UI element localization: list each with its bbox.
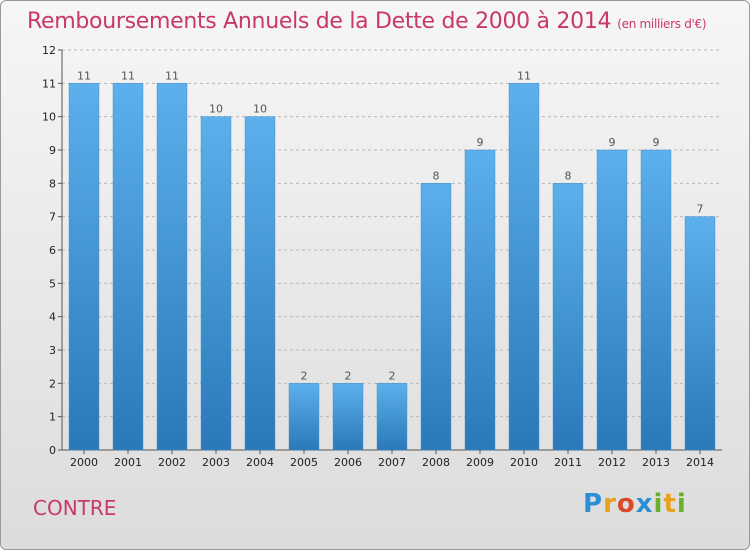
x-tick-label: 2005 bbox=[290, 456, 318, 469]
x-tick-label: 2000 bbox=[70, 456, 98, 469]
bar-value-label: 7 bbox=[697, 203, 704, 216]
bar-value-label: 9 bbox=[609, 136, 616, 149]
labels: 11 11 11 10 10 2 2 2 8 9 11 8 9 9 7 bbox=[77, 69, 704, 382]
bar-value-label: 8 bbox=[565, 169, 572, 182]
bar-value-label: 11 bbox=[77, 69, 91, 82]
y-tick-label: 11 bbox=[42, 77, 56, 90]
logo-letter: i bbox=[676, 489, 687, 519]
x-tick-label: 2008 bbox=[422, 456, 450, 469]
x-tick-label: 2010 bbox=[510, 456, 538, 469]
bar-value-label: 10 bbox=[253, 103, 267, 116]
bar-value-label: 11 bbox=[121, 69, 135, 82]
bar bbox=[640, 149, 672, 451]
x-tick-label: 2001 bbox=[114, 456, 142, 469]
x-tick-label: 2002 bbox=[158, 456, 186, 469]
bar-value-label: 9 bbox=[653, 136, 660, 149]
x-tick-label: 2013 bbox=[642, 456, 670, 469]
bar bbox=[508, 83, 540, 451]
y-tick-label: 5 bbox=[49, 277, 56, 290]
x-tick-label: 2009 bbox=[466, 456, 494, 469]
x-tick-label: 2003 bbox=[202, 456, 230, 469]
chart-unit: (en milliers d'€) bbox=[617, 17, 707, 31]
x-tick-label: 2011 bbox=[554, 456, 582, 469]
logo-letter: P bbox=[583, 489, 604, 519]
bar-value-label: 11 bbox=[517, 69, 531, 82]
bar-value-label: 2 bbox=[345, 369, 352, 382]
y-tick-label: 2 bbox=[49, 377, 56, 390]
bar bbox=[200, 116, 232, 451]
bar-value-label: 2 bbox=[389, 369, 396, 382]
x-tick-label: 2006 bbox=[334, 456, 362, 469]
y-tick-label: 0 bbox=[49, 444, 56, 457]
bar bbox=[596, 149, 628, 451]
bar-value-label: 2 bbox=[301, 369, 308, 382]
logo-letter: x bbox=[635, 489, 654, 519]
bar bbox=[68, 83, 100, 451]
chart-title: Remboursements Annuels de la Dette de 20… bbox=[27, 9, 707, 34]
chart-title-text: Remboursements Annuels de la Dette de 20… bbox=[27, 9, 612, 34]
bar bbox=[244, 116, 276, 451]
y-tick-label: 6 bbox=[49, 244, 56, 257]
y-tick-label: 12 bbox=[42, 44, 56, 57]
bar-value-label: 9 bbox=[477, 136, 484, 149]
y-tick-label: 9 bbox=[49, 144, 56, 157]
bar-value-label: 8 bbox=[433, 169, 440, 182]
y-tick-label: 3 bbox=[49, 344, 56, 357]
bar-value-label: 11 bbox=[165, 69, 179, 82]
x-tick-label: 2007 bbox=[378, 456, 406, 469]
bar bbox=[112, 83, 144, 451]
bar bbox=[156, 83, 188, 451]
proxiti-logo: Proxiti bbox=[583, 489, 687, 519]
bar bbox=[552, 183, 584, 451]
bar bbox=[288, 383, 320, 451]
x-tick-label: 2004 bbox=[246, 456, 274, 469]
commune-name: CONTRE bbox=[33, 496, 117, 520]
bar bbox=[332, 383, 364, 451]
bar bbox=[376, 383, 408, 451]
x-tick-label: 2012 bbox=[598, 456, 626, 469]
logo-letter: r bbox=[603, 489, 617, 519]
logo-letter: t bbox=[663, 489, 677, 519]
bar bbox=[684, 216, 716, 451]
logo-letter: i bbox=[653, 489, 664, 519]
bar-value-label: 10 bbox=[209, 103, 223, 116]
y-tick-label: 4 bbox=[49, 311, 56, 324]
x-tick-label: 2014 bbox=[686, 456, 714, 469]
bar bbox=[464, 149, 496, 451]
bar bbox=[420, 183, 452, 451]
bars bbox=[68, 83, 716, 451]
y-tick-label: 7 bbox=[49, 211, 56, 224]
logo-letter: o bbox=[616, 489, 636, 519]
y-tick-label: 10 bbox=[42, 111, 56, 124]
y-tick-label: 1 bbox=[49, 411, 56, 424]
y-tick-label: 8 bbox=[49, 177, 56, 190]
